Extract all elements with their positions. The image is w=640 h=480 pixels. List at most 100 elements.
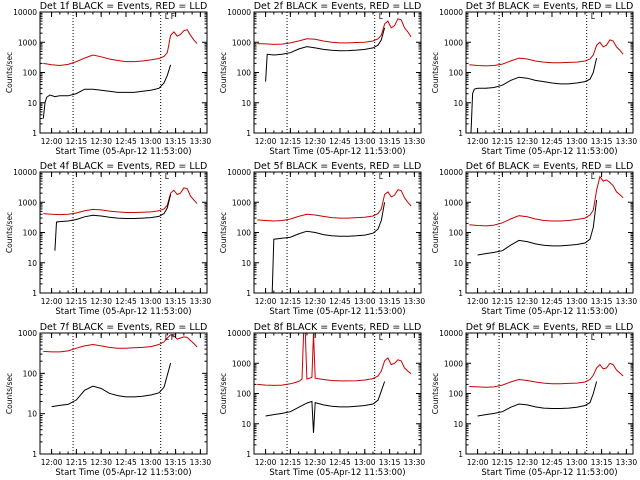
y-axis-label: Counts/sec [5, 212, 14, 253]
y-tick-label: 1 [32, 289, 37, 298]
lld-series-line [257, 189, 412, 222]
attenuator-flag-label: L [165, 172, 170, 181]
x-tick-label: 12:15 [280, 297, 302, 306]
y-tick-label: 1000 [18, 329, 37, 338]
chart-panel-2: Det 2f BLACK = Events, RED = LLD Start Ti… [219, 1, 425, 157]
events-series-line [477, 199, 598, 256]
y-tick-label: 1000 [444, 359, 463, 368]
x-tick-label: 12:45 [115, 458, 137, 467]
y-axis-label: Counts/sec [431, 373, 440, 414]
y-tick-label: 10000 [227, 168, 251, 177]
chart-title: Det 2f BLACK = Events, RED = LLD [254, 1, 422, 12]
x-tick-label: 13:00 [354, 458, 376, 467]
y-tick-label: 10 [27, 410, 37, 419]
x-tick-label: 12:30 [516, 137, 538, 146]
y-tick-label: 100 [23, 229, 38, 238]
events-series-line [265, 27, 386, 82]
y-axis-label: Counts/sec [219, 212, 228, 253]
y-tick-label: 10 [241, 420, 251, 429]
y-tick-label: 10000 [227, 8, 251, 17]
y-tick-label: 1000 [444, 38, 463, 47]
x-tick-label: 13:00 [140, 137, 162, 146]
x-tick-label: 12:30 [90, 458, 112, 467]
x-tick-label: 12:45 [541, 137, 563, 146]
y-tick-label: 1000 [232, 359, 251, 368]
x-tick-label: 12:15 [66, 297, 88, 306]
y-tick-label: 1000 [232, 38, 251, 47]
x-tick-label: 12:15 [492, 297, 514, 306]
x-tick-label: 13:30 [404, 458, 426, 467]
x-axis-label: Start Time (05-Apr-12 11:53:00) [481, 147, 617, 157]
x-tick-label: 13:30 [404, 297, 426, 306]
events-series-line [271, 202, 386, 293]
attenuator-flag-label: L [165, 333, 170, 342]
plot-frame [465, 171, 634, 294]
y-tick-label: 100 [449, 229, 464, 238]
x-tick-label: 13:00 [566, 458, 588, 467]
attenuator-flag-label: F [171, 12, 175, 21]
x-tick-label: 12:45 [329, 297, 351, 306]
x-tick-label: 13:30 [404, 137, 426, 146]
y-tick-label: 1 [32, 129, 37, 138]
y-tick-label: 10000 [439, 329, 463, 338]
x-tick-label: 12:00 [255, 458, 277, 467]
chart-panel-6: Det 6f BLACK = Events, RED = LLD Start Ti… [431, 161, 637, 317]
x-tick-label: 13:00 [566, 137, 588, 146]
y-tick-label: 1000 [18, 38, 37, 47]
events-series-line [265, 381, 386, 433]
x-tick-label: 13:00 [354, 137, 376, 146]
attenuator-flag-label: L [591, 12, 596, 21]
x-tick-label: 13:30 [616, 137, 638, 146]
x-tick-label: 12:30 [304, 297, 326, 306]
y-tick-label: 100 [449, 390, 464, 399]
attenuator-flag-label: F [171, 333, 175, 342]
y-tick-label: 10000 [439, 168, 463, 177]
y-axis-label: Counts/sec [219, 373, 228, 414]
x-tick-label: 12:00 [255, 297, 277, 306]
x-axis-label: Start Time (05-Apr-12 11:53:00) [55, 307, 191, 317]
attenuator-flag-label: L [165, 12, 170, 21]
x-tick-label: 12:30 [90, 297, 112, 306]
chart-panel-9: Det 9f BLACK = Events, RED = LLD Start Ti… [431, 322, 637, 478]
events-series-line [54, 194, 172, 251]
y-axis-label: Counts/sec [431, 212, 440, 253]
x-tick-label: 12:00 [255, 137, 277, 146]
x-tick-label: 12:45 [329, 458, 351, 467]
x-tick-label: 12:30 [304, 458, 326, 467]
x-tick-label: 13:15 [591, 137, 613, 146]
x-tick-label: 13:30 [190, 297, 212, 306]
x-tick-label: 13:15 [379, 297, 401, 306]
x-axis-label: Start Time (05-Apr-12 11:53:00) [55, 147, 191, 157]
x-tick-label: 12:15 [280, 458, 302, 467]
lld-series-line [469, 175, 624, 227]
y-tick-label: 100 [23, 69, 38, 78]
attenuator-flag-label: L [591, 172, 596, 181]
y-tick-label: 1 [458, 129, 463, 138]
x-tick-label: 12:30 [90, 137, 112, 146]
y-axis-label: Counts/sec [219, 52, 228, 93]
plot-frame [253, 332, 422, 455]
events-series-line [51, 362, 172, 408]
y-tick-label: 10000 [13, 8, 37, 17]
chart-title: Det 3f BLACK = Events, RED = LLD [466, 1, 634, 12]
y-tick-label: 10000 [13, 168, 37, 177]
x-tick-label: 13:15 [165, 137, 187, 146]
x-axis-label: Start Time (05-Apr-12 11:53:00) [55, 468, 191, 478]
x-tick-label: 12:00 [41, 297, 63, 306]
x-tick-label: 12:15 [492, 137, 514, 146]
y-tick-label: 1 [246, 289, 251, 298]
x-tick-label: 12:15 [492, 458, 514, 467]
y-tick-label: 100 [237, 390, 252, 399]
y-tick-label: 1 [32, 450, 37, 459]
y-tick-label: 10 [241, 99, 251, 108]
x-tick-label: 12:00 [467, 458, 489, 467]
plot-frame [253, 11, 422, 134]
y-tick-label: 1 [458, 450, 463, 459]
events-series-line [42, 64, 172, 119]
x-tick-label: 13:00 [566, 297, 588, 306]
plot-frame [465, 332, 634, 455]
chart-panel-7: Det 7f BLACK = Events, RED = LLD Start Ti… [5, 322, 211, 478]
y-axis-label: Counts/sec [431, 52, 440, 93]
x-tick-label: 12:45 [115, 297, 137, 306]
